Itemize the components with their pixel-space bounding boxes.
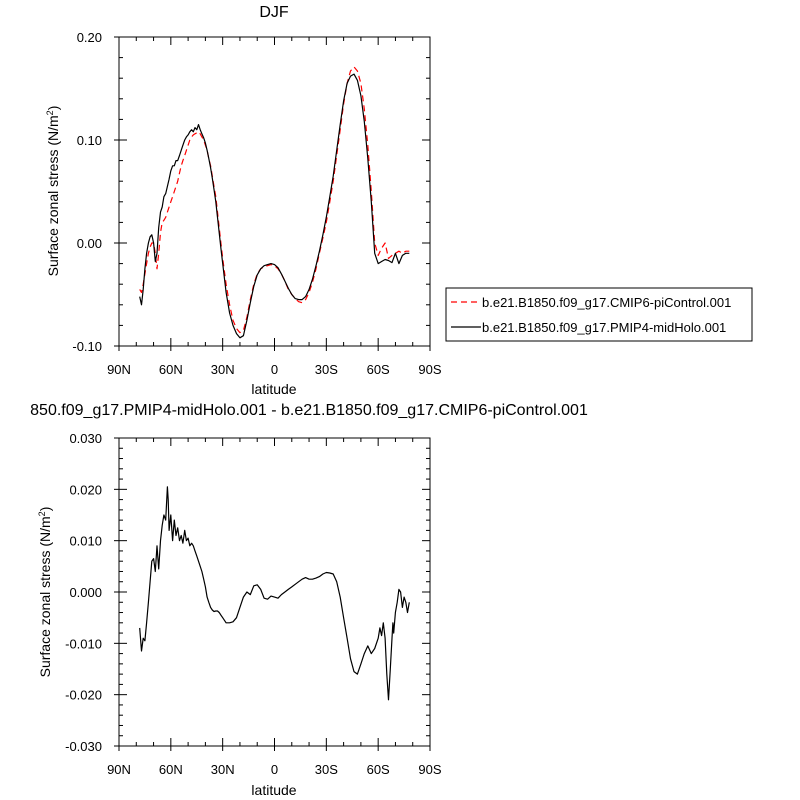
top-xtick-label: 30N bbox=[211, 362, 235, 377]
top-y-axis-title: Surface zonal stress (N/m2) bbox=[45, 106, 61, 277]
top-panel: DJF -0.100.000.100.20 90N 60N 30N 0 30S 60S 90… bbox=[45, 4, 753, 397]
top-y-axis-title-sup: 2 bbox=[45, 110, 55, 115]
bottom-ytick-label: -0.020 bbox=[65, 688, 102, 703]
bottom-xtick-label: 30N bbox=[211, 762, 235, 777]
bottom-ytick-label: 0.010 bbox=[69, 534, 102, 549]
bottom-series-lines bbox=[139, 486, 410, 701]
series-line-picontrol bbox=[139, 66, 410, 334]
top-x-axis-title: latitude bbox=[251, 381, 296, 397]
bottom-xtick-label: 90S bbox=[418, 762, 441, 777]
top-xtick-label: 60S bbox=[367, 362, 390, 377]
bottom-y-axis-title: Surface zonal stress (N/m2) bbox=[37, 507, 53, 678]
bottom-tick-marks bbox=[114, 437, 431, 751]
bottom-y-axis-title-main: Surface zonal stress (N/m bbox=[37, 516, 53, 677]
series-line-midholo bbox=[139, 73, 410, 339]
bottom-panel-title: 850.f09_g17.PMIP4-midHolo.001 - b.e21.B1… bbox=[30, 402, 588, 419]
top-y-tick-labels: -0.10 0.00 0.10 0.20 bbox=[72, 30, 102, 354]
bottom-x-axis-title: latitude bbox=[251, 782, 296, 798]
top-ytick-label: 0.20 bbox=[77, 30, 102, 45]
bottom-ytick-label: 0.020 bbox=[69, 482, 102, 497]
bottom-xtick-label: 90N bbox=[107, 762, 131, 777]
top-ytick-label: 0.00 bbox=[77, 236, 102, 251]
legend: b.e21.B1850.f09_g17.CMIP6-piControl.001 … bbox=[445, 287, 753, 342]
bottom-xtick-label: 30S bbox=[315, 762, 338, 777]
top-panel-title: DJF bbox=[259, 4, 289, 21]
bottom-xtick-label: 60N bbox=[159, 762, 183, 777]
series-line-difference bbox=[139, 486, 410, 701]
legend-label-picontrol: b.e21.B1850.f09_g17.CMIP6-piControl.001 bbox=[482, 295, 731, 310]
top-tick-marks bbox=[114, 36, 431, 351]
top-series-lines bbox=[139, 66, 410, 339]
top-xtick-label: 90S bbox=[418, 362, 441, 377]
top-xtick-label: 30S bbox=[315, 362, 338, 377]
bottom-plot-area: -0.030 -0.020 -0.010 0.000 0.010 0.020 0.030 9… bbox=[65, 431, 442, 777]
bottom-y-tick-labels: -0.030 -0.020 -0.010 0.000 0.010 0.020 0.030 bbox=[65, 431, 102, 754]
bottom-ytick-label: -0.030 bbox=[65, 739, 102, 754]
bottom-x-tick-labels: 90N 60N 30N 0 30S 60S 90S bbox=[107, 762, 442, 777]
bottom-y-axis-title-sup: 2 bbox=[37, 511, 47, 516]
bottom-xtick-label: 0 bbox=[271, 762, 278, 777]
top-ytick-label: -0.10 bbox=[72, 339, 102, 354]
top-xtick-label: 0 bbox=[271, 362, 278, 377]
top-xtick-label: 60N bbox=[159, 362, 183, 377]
top-x-tick-labels: 90N 60N 30N 0 30S 60S 90S bbox=[107, 362, 442, 377]
legend-label-midholo: b.e21.B1850.f09_g17.PMIP4-midHolo.001 bbox=[482, 320, 726, 335]
bottom-ytick-label: 0.030 bbox=[69, 431, 102, 446]
bottom-ytick-label: 0.000 bbox=[69, 585, 102, 600]
bottom-ytick-label: -0.010 bbox=[65, 636, 102, 651]
legend-box bbox=[445, 287, 753, 342]
bottom-panel: 850.f09_g17.PMIP4-midHolo.001 - b.e21.B1… bbox=[30, 402, 588, 798]
bottom-y-axis-title-suffix: ) bbox=[37, 507, 53, 512]
top-y-axis-title-suffix: ) bbox=[45, 106, 61, 111]
top-plot-area: -0.10 0.00 0.10 0.20 90N 60N 30N 0 30S 60S 90S bbox=[72, 30, 442, 377]
top-ytick-label: 0.10 bbox=[77, 133, 102, 148]
bottom-xtick-label: 60S bbox=[367, 762, 390, 777]
top-xtick-label: 90N bbox=[107, 362, 131, 377]
bottom-plot-frame bbox=[118, 437, 431, 747]
top-y-axis-title-main: Surface zonal stress (N/m bbox=[45, 115, 61, 276]
